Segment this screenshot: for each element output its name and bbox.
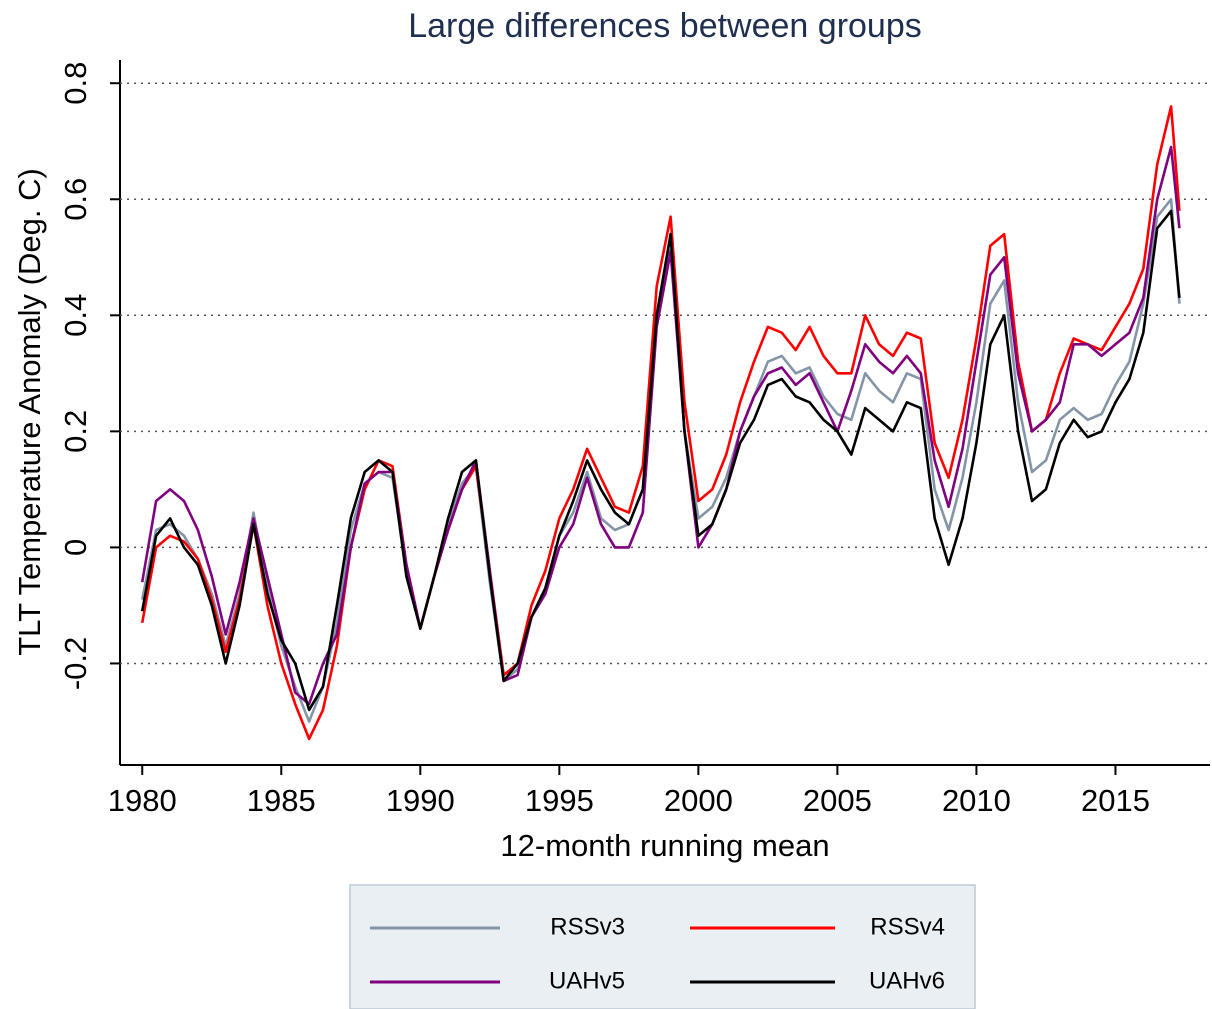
legend-label: RSSv3 bbox=[550, 913, 625, 940]
x-tick-label: 1980 bbox=[108, 783, 177, 818]
y-tick-label: -0.2 bbox=[58, 637, 93, 690]
x-tick-label: 2000 bbox=[664, 783, 733, 818]
y-tick-label: 0.2 bbox=[58, 410, 93, 453]
series-line bbox=[140, 209, 1181, 712]
x-tick-label: 2015 bbox=[1081, 783, 1150, 818]
chart-title: Large differences between groups bbox=[408, 7, 922, 45]
y-tick-label: 0.6 bbox=[58, 178, 93, 221]
series-line bbox=[140, 145, 1181, 706]
x-tick-label: 2010 bbox=[942, 783, 1011, 818]
y-tick-label: 0 bbox=[58, 539, 93, 556]
y-axis-label: TLT Temperature Anomaly (Deg. C) bbox=[12, 168, 47, 656]
legend-label: UAHv6 bbox=[869, 967, 945, 994]
y-tick-label: 0.4 bbox=[58, 294, 93, 337]
x-tick-label: 1990 bbox=[386, 783, 455, 818]
x-axis-label: 12-month running mean bbox=[500, 828, 829, 863]
legend-label: RSSv4 bbox=[870, 913, 945, 940]
legend-box bbox=[349, 884, 976, 1009]
x-tick-label: 1985 bbox=[247, 783, 316, 818]
y-tick-label: 0.8 bbox=[58, 62, 93, 105]
x-tick-label: 1995 bbox=[525, 783, 594, 818]
series-line bbox=[140, 105, 1181, 741]
x-tick-label: 2005 bbox=[803, 783, 872, 818]
legend-label: UAHv5 bbox=[549, 967, 625, 994]
